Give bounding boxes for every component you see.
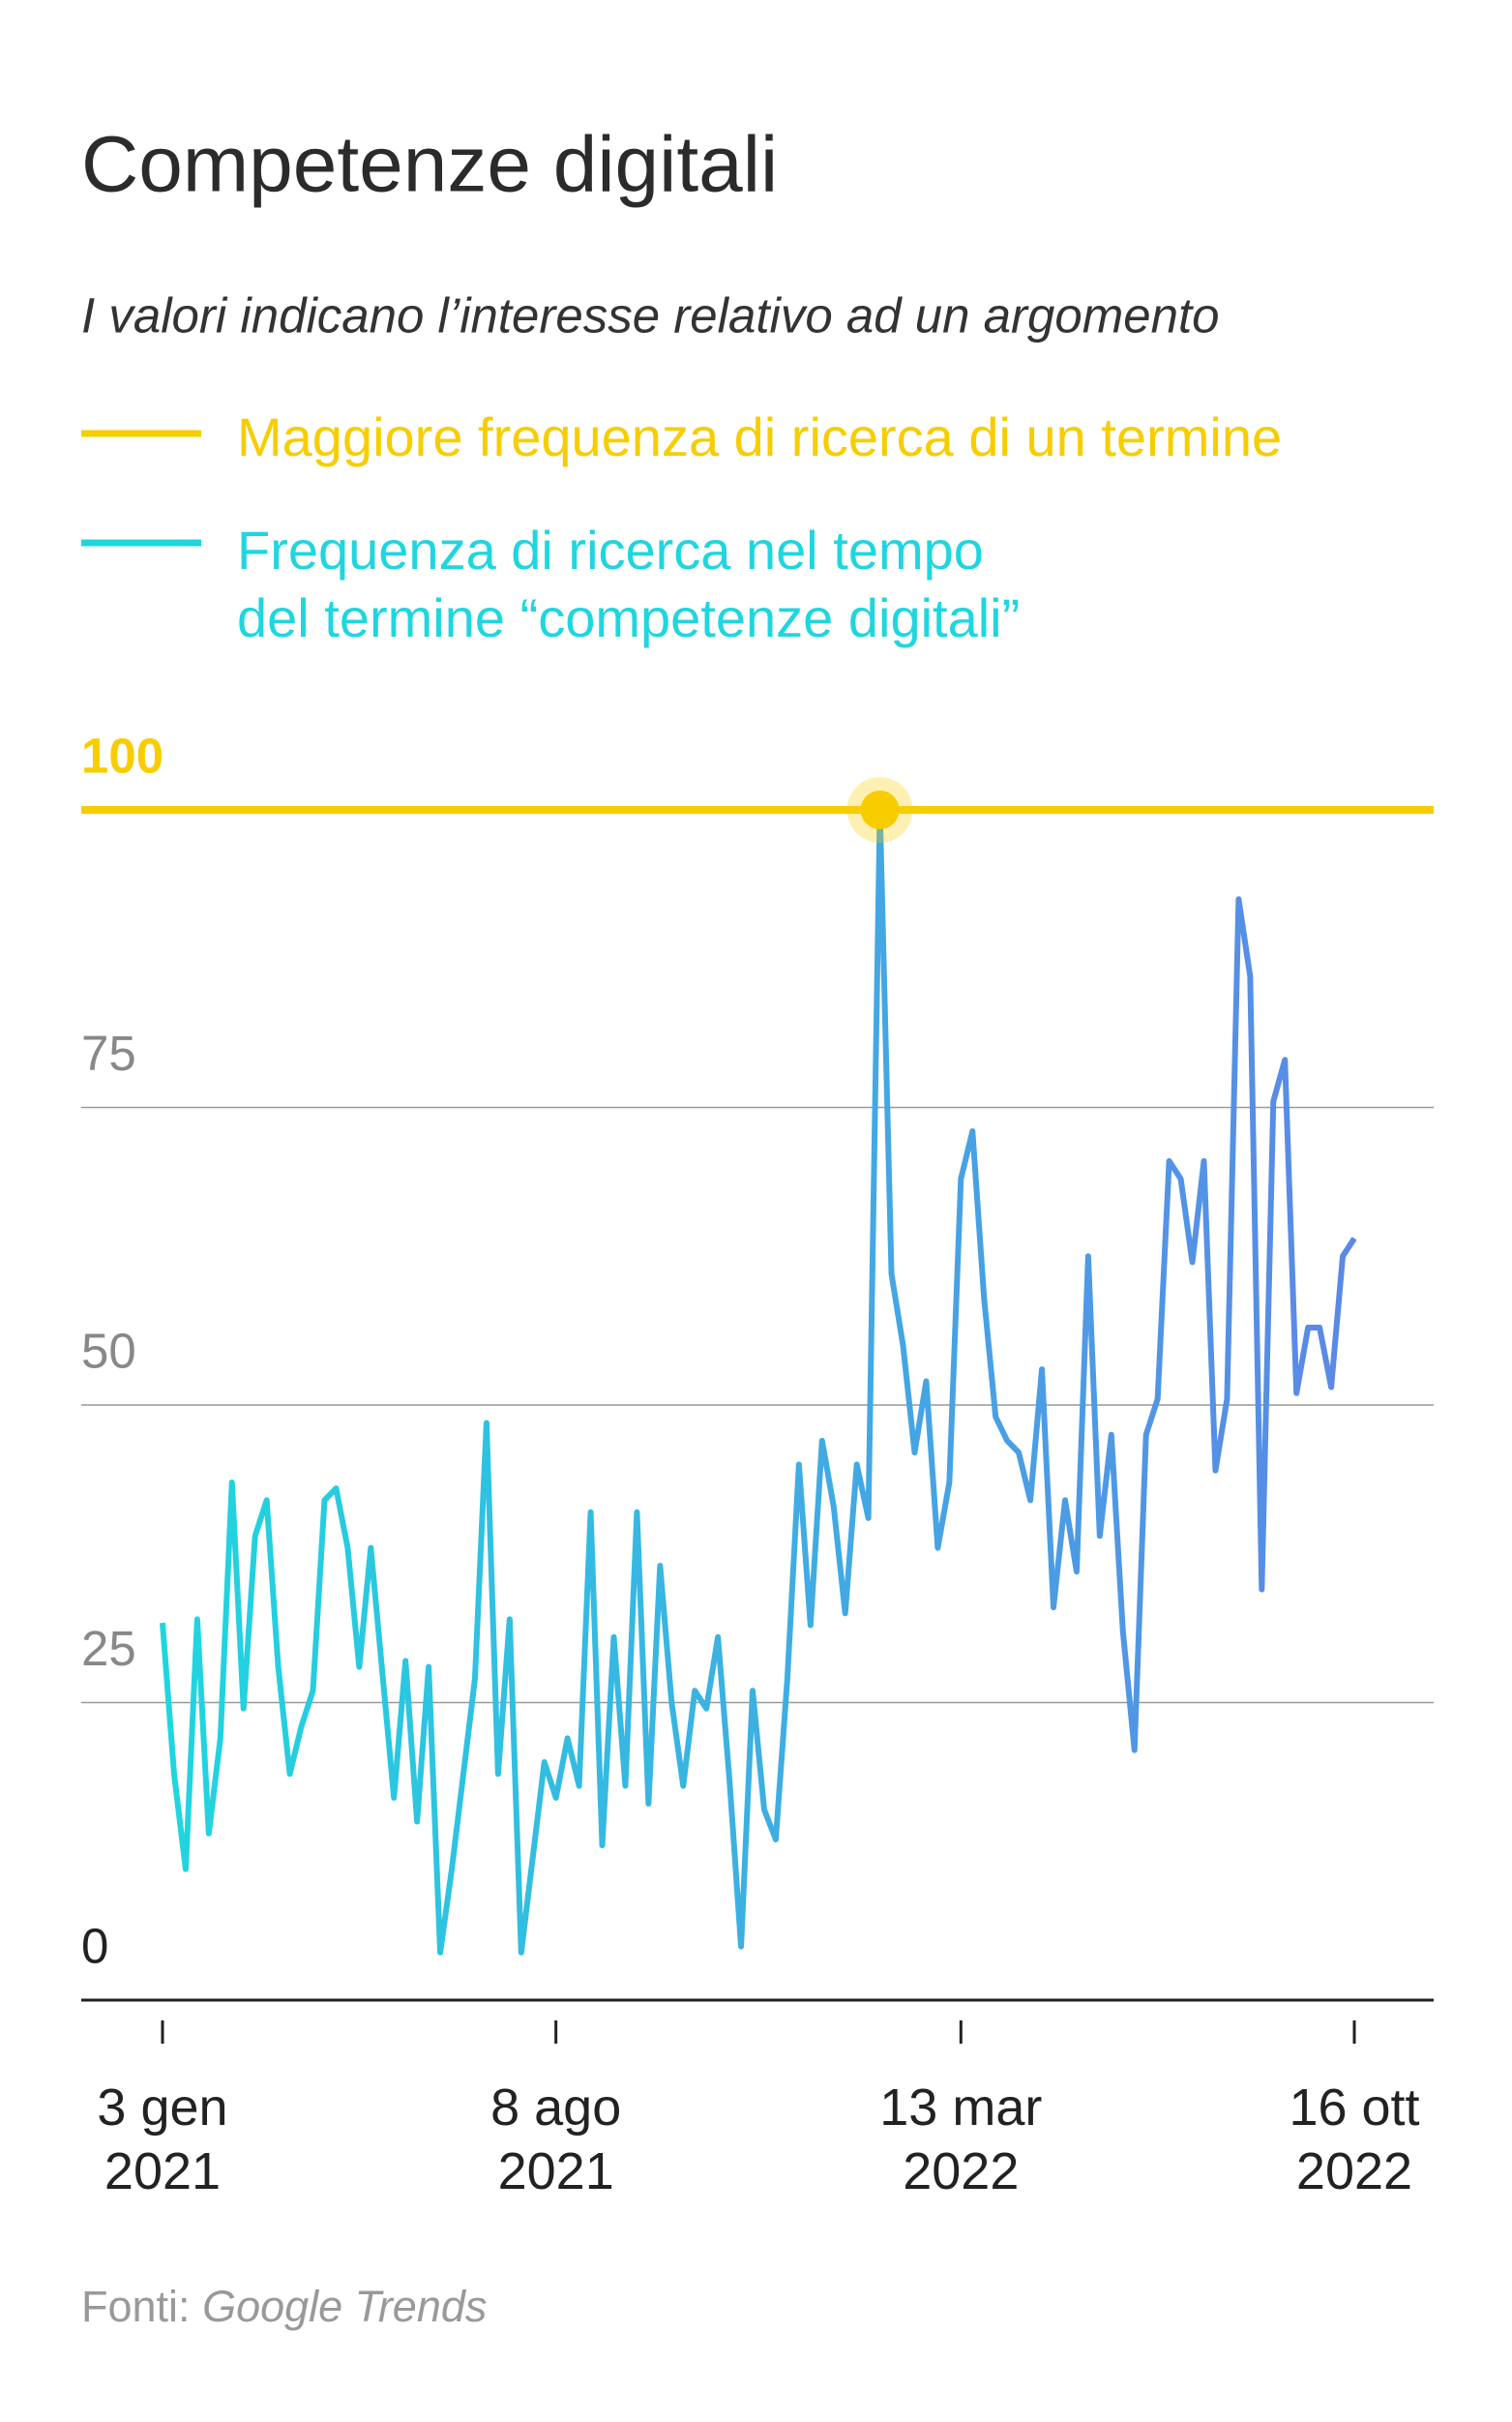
y-tick-label: 100	[81, 728, 163, 783]
x-tick-label: 3 gen 2021	[97, 2078, 228, 2200]
data-line	[160, 807, 1357, 1956]
y-tick-label: 25	[81, 1621, 136, 1676]
source: Fonti: Google Trends	[81, 2282, 487, 2332]
chart-title: Competenze digitali	[81, 121, 778, 209]
x-tick-label: 13 mar 2022	[879, 2078, 1043, 2200]
chart-subtitle: I valori indicano l’interesse relativo a…	[81, 287, 1220, 343]
x-tick-label: 8 ago 2021	[490, 2078, 622, 2200]
source-label: Fonti:	[81, 2282, 191, 2331]
y-tick-label: 75	[81, 1026, 136, 1081]
y-tick-label: 50	[81, 1323, 136, 1378]
peak-dot	[860, 791, 900, 829]
legend-label: Maggiore frequenza di ricerca di un term…	[237, 406, 1283, 467]
source-name: Google Trends	[202, 2282, 488, 2331]
x-tick-label: 16 ott 2022	[1289, 2078, 1420, 2200]
y-tick-label: 0	[81, 1918, 108, 1973]
legend-label: Frequenza di ricerca nel tempo del termi…	[237, 520, 1021, 648]
